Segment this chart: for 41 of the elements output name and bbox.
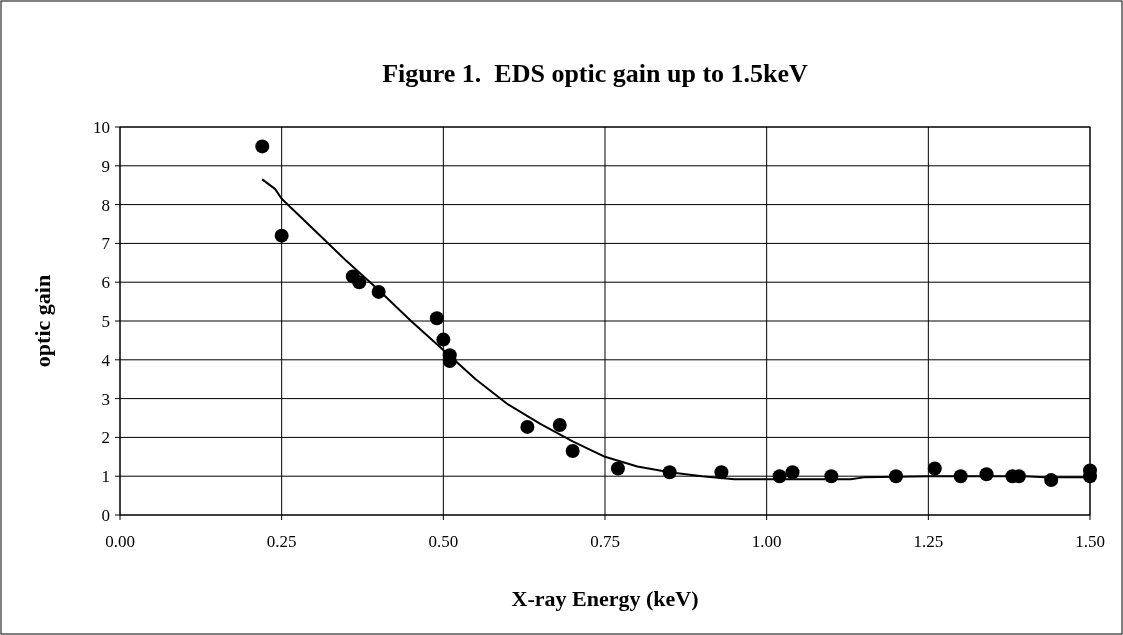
point [927, 461, 942, 476]
y-tick-label: 0 [101, 505, 110, 525]
x-tick-label: 1.25 [913, 532, 944, 551]
chart-title: Figure 1. EDS optic gain up to 1.5keV [382, 59, 809, 88]
point [255, 139, 270, 154]
y-tick-label: 10 [93, 117, 110, 137]
y-tick-label: 8 [101, 195, 110, 215]
y-tick-label: 9 [101, 156, 110, 176]
y-tick-label: 2 [101, 428, 110, 448]
point [552, 417, 567, 432]
point [785, 465, 800, 480]
point [772, 469, 787, 484]
x-tick-label: 0.00 [105, 532, 135, 551]
point [565, 443, 580, 458]
point [352, 275, 367, 290]
point [429, 311, 444, 326]
point [953, 469, 968, 484]
x-tick-label: 0.50 [428, 532, 459, 551]
x-tick-label: 0.75 [590, 532, 620, 551]
point [371, 284, 386, 299]
y-tick-label: 1 [101, 467, 110, 487]
point [1044, 473, 1059, 488]
point [714, 465, 729, 480]
point [824, 469, 839, 484]
x-tick-label: 0.25 [266, 532, 297, 551]
y-tick-label: 5 [101, 311, 110, 331]
point [610, 461, 625, 476]
point [274, 228, 289, 243]
x-tick-label: 1.50 [1075, 532, 1105, 551]
y-tick-label: 4 [101, 350, 111, 370]
point [889, 469, 903, 484]
point [436, 332, 451, 347]
point [520, 419, 535, 434]
x-tick-label: 1.00 [751, 532, 782, 551]
point [979, 467, 994, 482]
y-tick-label: 7 [101, 234, 111, 254]
y-tick-label: 6 [101, 273, 110, 293]
point [662, 465, 677, 480]
x-axis-title: X-ray Energy (keV) [511, 586, 699, 611]
y-axis-title: optic gain [30, 274, 55, 368]
y-tick-label: 3 [101, 389, 110, 409]
